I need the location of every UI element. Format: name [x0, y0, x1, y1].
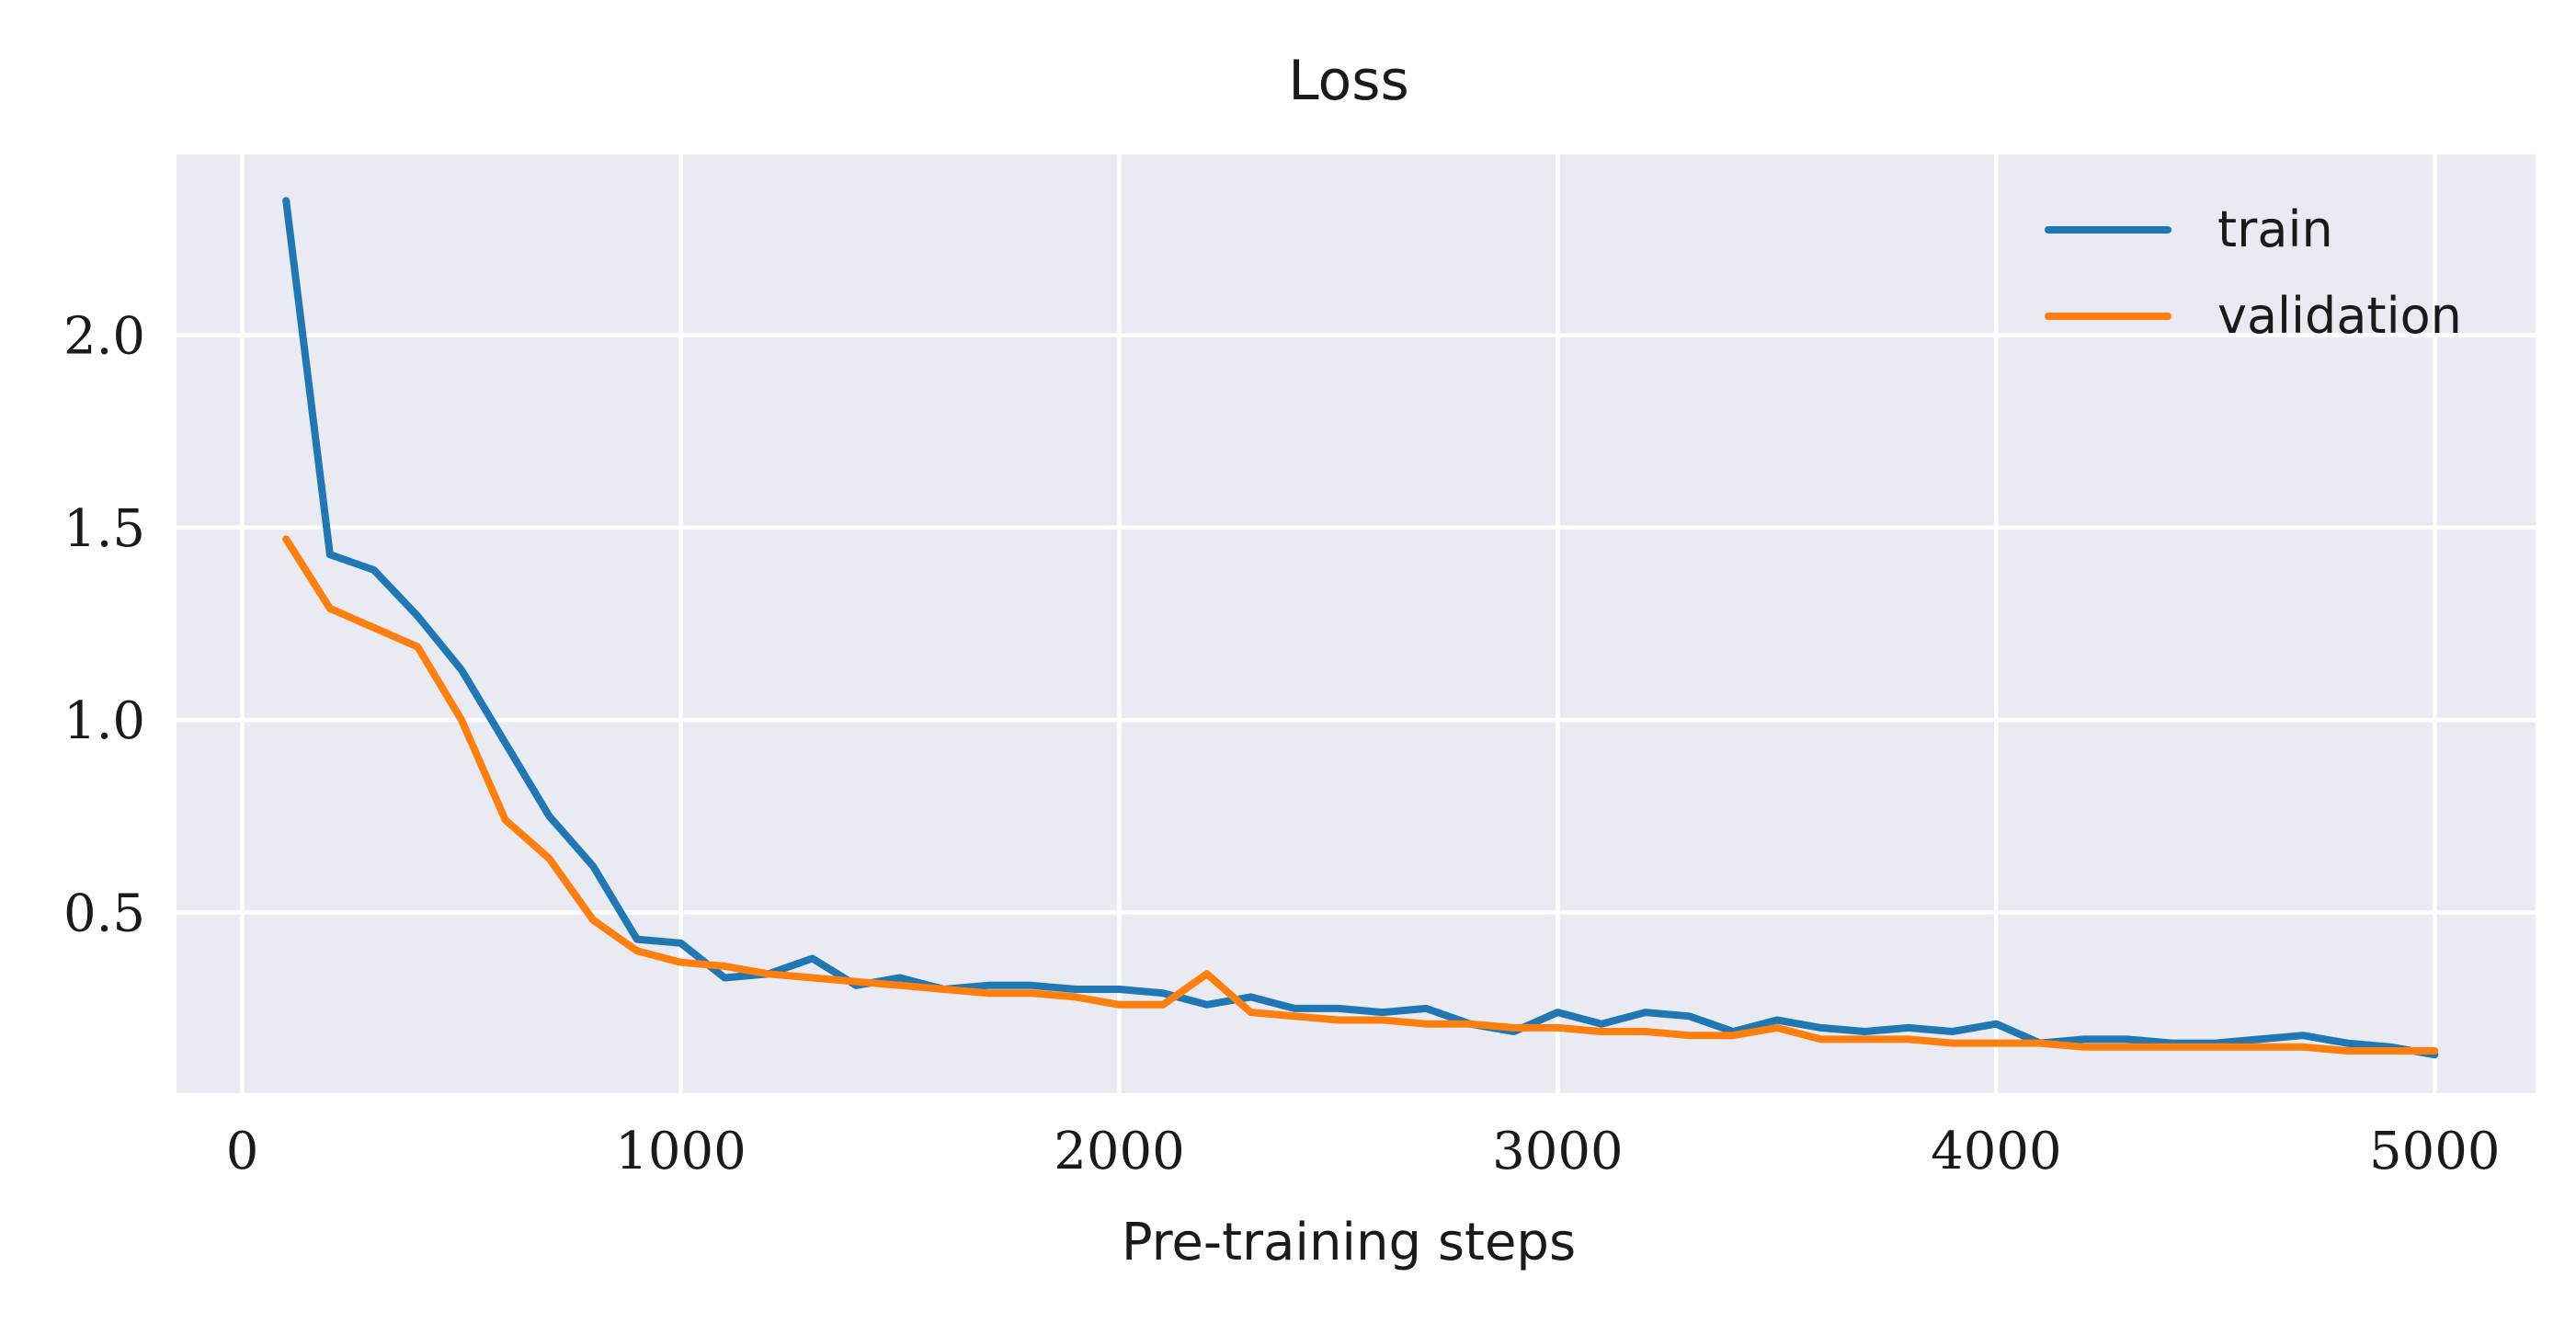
- series-line-train: [282, 197, 2439, 1059]
- series-layer: [282, 197, 2439, 1059]
- x-axis-label: Pre-training steps: [1122, 1213, 1576, 1272]
- x-tick-label: 4000: [1931, 1122, 2062, 1181]
- chart-title: Loss: [1288, 49, 1409, 113]
- legend-label-train: train: [2217, 200, 2333, 258]
- x-tick-label: 3000: [1492, 1122, 1624, 1181]
- y-tick-label: 0.5: [63, 884, 145, 943]
- x-tick-labels: 0 1000 2000 3000 4000 5000: [226, 1122, 2501, 1181]
- x-tick-label: 5000: [2369, 1122, 2501, 1181]
- x-tick-label: 0: [226, 1122, 259, 1181]
- x-tick-label: 2000: [1054, 1122, 1185, 1181]
- y-tick-label: 1.0: [63, 691, 145, 751]
- y-tick-label: 2.0: [63, 307, 145, 367]
- series-line-validation: [282, 535, 2439, 1055]
- y-tick-label: 1.5: [63, 499, 145, 559]
- y-tick-labels: 0.5 1.0 1.5 2.0: [63, 307, 145, 944]
- plot-area: [177, 154, 2536, 1093]
- legend-label-validation: validation: [2217, 287, 2462, 345]
- legend: train validation: [2045, 200, 2462, 345]
- x-tick-label: 1000: [615, 1122, 747, 1181]
- gridlines: [177, 154, 2536, 1093]
